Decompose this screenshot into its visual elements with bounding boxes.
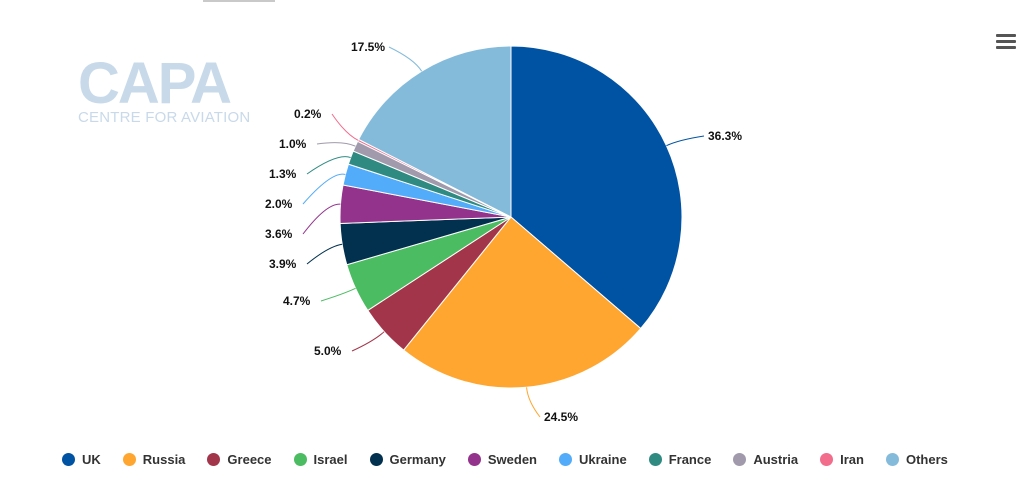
legend-item-iran[interactable]: Iran [820,452,864,467]
legend-label: Iran [840,451,864,467]
data-label-russia: 24.5% [544,410,578,424]
legend-label: France [668,451,712,467]
legend-label: Ukraine [579,451,627,467]
connector-others [388,46,423,72]
legend-label: Sweden [487,451,537,467]
legend-marker-icon [885,452,899,466]
legend-label: Germany [389,451,446,467]
legend-item-sweden[interactable]: Sweden [467,451,537,467]
legend-marker-icon [733,452,747,466]
data-label-france: 1.3% [269,167,297,181]
hamburger-menu-icon[interactable] [996,34,1016,52]
legend-label: UK [82,451,101,467]
data-label-others: 17.5% [351,40,385,54]
legend-item-russia[interactable]: Russia [122,451,186,467]
watermark-sub-text: CENTRE FOR AVIATION [78,109,251,126]
legend-item-ukraine[interactable]: Ukraine [559,452,627,467]
watermark-main-text: CAPA [78,51,232,116]
legend-item-germany[interactable]: Germany [369,451,446,467]
legend-marker-icon [122,452,136,466]
connector-ukraine [302,173,346,205]
connector-greece [351,331,385,352]
legend-marker-icon [207,452,221,466]
connector-russia [526,387,541,418]
data-label-ukraine: 2.0% [265,197,293,211]
connector-austria [316,142,356,147]
pie-slice-russia[interactable] [402,216,642,389]
connector-france [306,156,351,175]
data-label-germany: 3.9% [269,257,297,271]
legend-marker-icon [820,452,834,466]
legend-marker-icon [62,452,75,466]
pie-chart: 36.3% 24.5% 5.0% 4.7% 3.9% 3.6% 2.0% 1.3% 1.0% 0.… [265,40,742,424]
legend-item-austria[interactable]: Austria [733,452,798,467]
connector-germany [306,243,343,265]
connector-sweden [302,203,341,235]
connector-iran [331,113,359,141]
legend-label: Others [905,451,948,467]
legend-label: Russia [142,451,186,467]
legend-item-france[interactable]: France [648,451,712,467]
capa-logo-watermark: CAPA CENTRE FOR AVIATION [78,51,283,128]
legend-item-greece[interactable]: Greece [207,451,272,467]
top-tab-indicator [203,0,275,2]
connector-israel [320,287,356,302]
legend-label: Greece [227,451,272,467]
legend-item-israel[interactable]: Israel [293,451,348,467]
data-label-israel: 4.7% [283,294,311,308]
pie-slice-others[interactable] [357,45,512,218]
legend-marker-icon [369,452,383,466]
legend-marker-icon [648,452,662,466]
legend-marker-icon [293,452,307,466]
legend-label: Austria [753,451,799,467]
legend-label: Israel [313,451,348,467]
data-label-greece: 5.0% [314,344,342,358]
legend-marker-icon [559,452,572,466]
legend-marker-icon [467,452,481,466]
data-label-iran: 0.2% [294,107,322,121]
connector-uk [666,135,705,147]
data-label-austria: 1.0% [279,137,307,151]
data-label-uk: 36.3% [708,129,742,143]
legend-item-others[interactable]: Others [885,451,948,467]
legend-item-uk[interactable]: UK [62,452,101,467]
chart-legend: UK Russia Greece Israel Germany Sweden Ukraine… [62,448,970,470]
data-label-sweden: 3.6% [265,227,293,241]
